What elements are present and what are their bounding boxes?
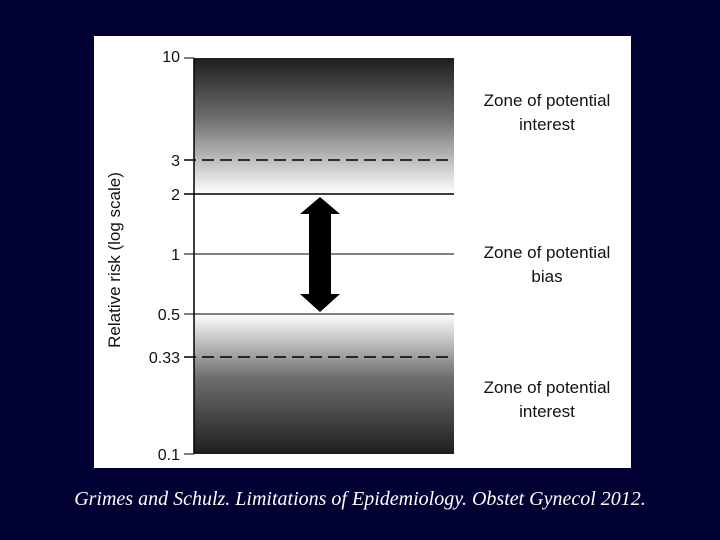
citation-caption: Grimes and Schulz. Limitations of Epidem… (74, 488, 646, 510)
upper-interest-shading (194, 58, 454, 194)
zone-bottom-label-line1: Zone of potential (484, 378, 611, 397)
y-axis-label: Relative risk (log scale) (105, 172, 124, 348)
zone-bottom-label-line2: interest (519, 402, 575, 421)
tick-label-1: 1 (171, 247, 180, 264)
tick-label-0-5: 0.5 (158, 307, 180, 324)
tick-label-10: 10 (162, 49, 180, 66)
diagram-panel: 10 3 2 1 0.5 0.33 0.1 Relative risk (log… (94, 36, 631, 468)
tick-label-0-33: 0.33 (149, 350, 180, 367)
double-headed-arrow-icon (300, 197, 340, 312)
zone-middle-label-line1: Zone of potential (484, 243, 611, 262)
tick-label-0-1: 0.1 (158, 447, 180, 464)
zone-top-label-line2: interest (519, 115, 575, 134)
zone-top-label-line1: Zone of potential (484, 91, 611, 110)
tick-label-3: 3 (171, 153, 180, 170)
relative-risk-diagram: 10 3 2 1 0.5 0.33 0.1 Relative risk (log… (105, 49, 611, 464)
tick-label-2: 2 (171, 187, 180, 204)
lower-interest-shading (194, 314, 454, 454)
zone-middle-label-line2: bias (531, 267, 562, 286)
